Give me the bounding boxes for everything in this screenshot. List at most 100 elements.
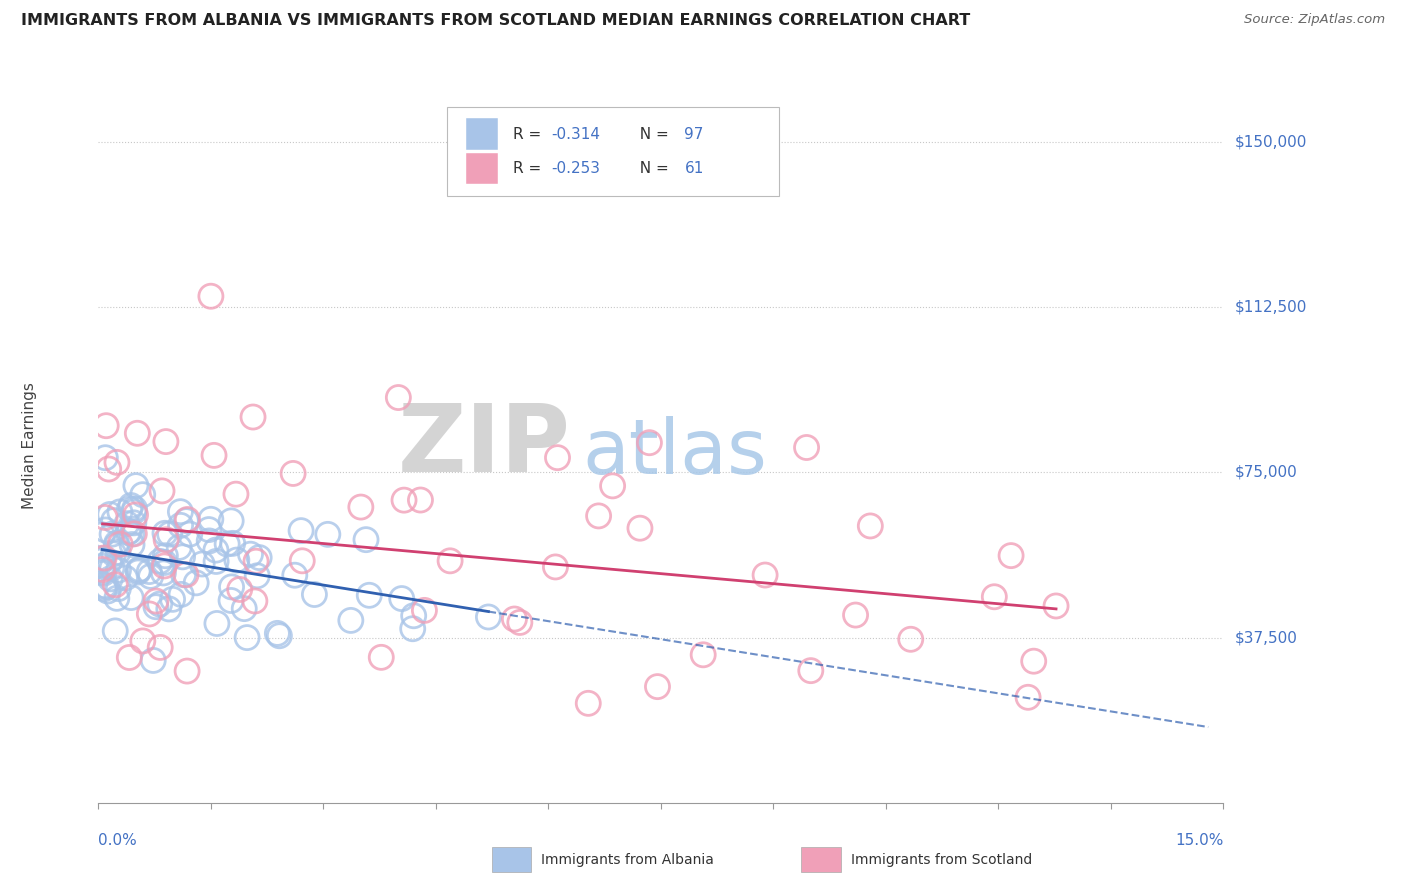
Text: IMMIGRANTS FROM ALBANIA VS IMMIGRANTS FROM SCOTLAND MEDIAN EARNINGS CORRELATION : IMMIGRANTS FROM ALBANIA VS IMMIGRANTS FR… [21, 13, 970, 29]
Point [477, 610, 499, 624]
Point [91, 552, 114, 566]
Text: N =: N = [630, 161, 673, 176]
Point [266, 626, 288, 640]
Point [202, 449, 225, 463]
Point [105, 536, 128, 550]
Point [149, 640, 172, 655]
Point [200, 289, 222, 303]
Point [402, 622, 425, 636]
Point [588, 508, 610, 523]
Point [93, 566, 115, 581]
Point [439, 554, 461, 568]
Point [96, 580, 118, 594]
Text: ZIP: ZIP [398, 400, 571, 492]
Point [409, 493, 432, 508]
Point [118, 502, 141, 516]
Text: $75,000: $75,000 [1234, 465, 1298, 480]
Point [392, 493, 415, 508]
Point [127, 426, 149, 441]
Point [413, 603, 436, 617]
Point [647, 680, 669, 694]
Point [284, 568, 307, 582]
Point [93, 579, 115, 593]
Point [167, 541, 190, 555]
Point [1017, 690, 1039, 705]
Text: $37,500: $37,500 [1234, 630, 1298, 645]
Point [115, 516, 138, 531]
Point [118, 524, 141, 539]
Point [91, 559, 114, 574]
Point [159, 527, 181, 541]
Point [169, 518, 191, 533]
Point [98, 555, 121, 569]
Point [107, 545, 129, 559]
Point [191, 557, 214, 571]
Text: $112,500: $112,500 [1234, 300, 1306, 315]
Point [845, 608, 868, 623]
Point [142, 653, 165, 667]
Text: $150,000: $150,000 [1234, 135, 1306, 150]
Point [544, 560, 567, 574]
Point [97, 584, 120, 599]
Point [121, 527, 143, 541]
Point [120, 591, 142, 605]
Point [152, 566, 174, 580]
Point [128, 562, 150, 576]
Point [198, 523, 221, 537]
Point [145, 594, 167, 608]
Point [149, 597, 172, 611]
Point [179, 527, 201, 541]
Point [91, 528, 114, 542]
Point [91, 554, 114, 568]
Point [387, 391, 409, 405]
Point [138, 565, 160, 579]
Point [162, 592, 184, 607]
Point [96, 418, 118, 433]
Point [122, 516, 145, 530]
Point [281, 467, 304, 481]
Point [628, 521, 651, 535]
Point [402, 608, 425, 623]
Point [105, 538, 128, 552]
Point [97, 462, 120, 476]
Point [94, 450, 117, 465]
Point [1045, 599, 1067, 613]
Point [1000, 549, 1022, 563]
Point [219, 593, 242, 607]
Point [291, 554, 314, 568]
Text: Source: ZipAtlas.com: Source: ZipAtlas.com [1244, 13, 1385, 27]
Point [169, 505, 191, 519]
Point [172, 549, 194, 564]
FancyBboxPatch shape [467, 153, 498, 184]
Point [638, 435, 661, 450]
Point [94, 510, 117, 524]
Point [233, 601, 256, 615]
Text: 15.0%: 15.0% [1175, 833, 1223, 848]
Point [98, 572, 121, 586]
Point [200, 512, 222, 526]
Point [91, 565, 114, 579]
Point [245, 554, 267, 568]
Point [186, 575, 208, 590]
Point [354, 533, 377, 547]
Point [503, 612, 526, 626]
Text: N =: N = [630, 127, 673, 142]
Point [225, 553, 247, 567]
Point [859, 519, 882, 533]
Point [103, 514, 125, 528]
Point [290, 524, 312, 538]
Point [983, 590, 1005, 604]
Point [101, 527, 124, 541]
Point [132, 634, 155, 648]
Point [370, 650, 392, 665]
Point [205, 554, 228, 568]
Text: Median Earnings: Median Earnings [21, 383, 37, 509]
Point [236, 631, 259, 645]
Point [796, 441, 818, 455]
Point [150, 483, 173, 498]
Point [239, 547, 262, 561]
Point [157, 602, 180, 616]
Text: -0.253: -0.253 [551, 161, 600, 176]
Point [124, 501, 146, 516]
Text: 97: 97 [685, 127, 704, 142]
